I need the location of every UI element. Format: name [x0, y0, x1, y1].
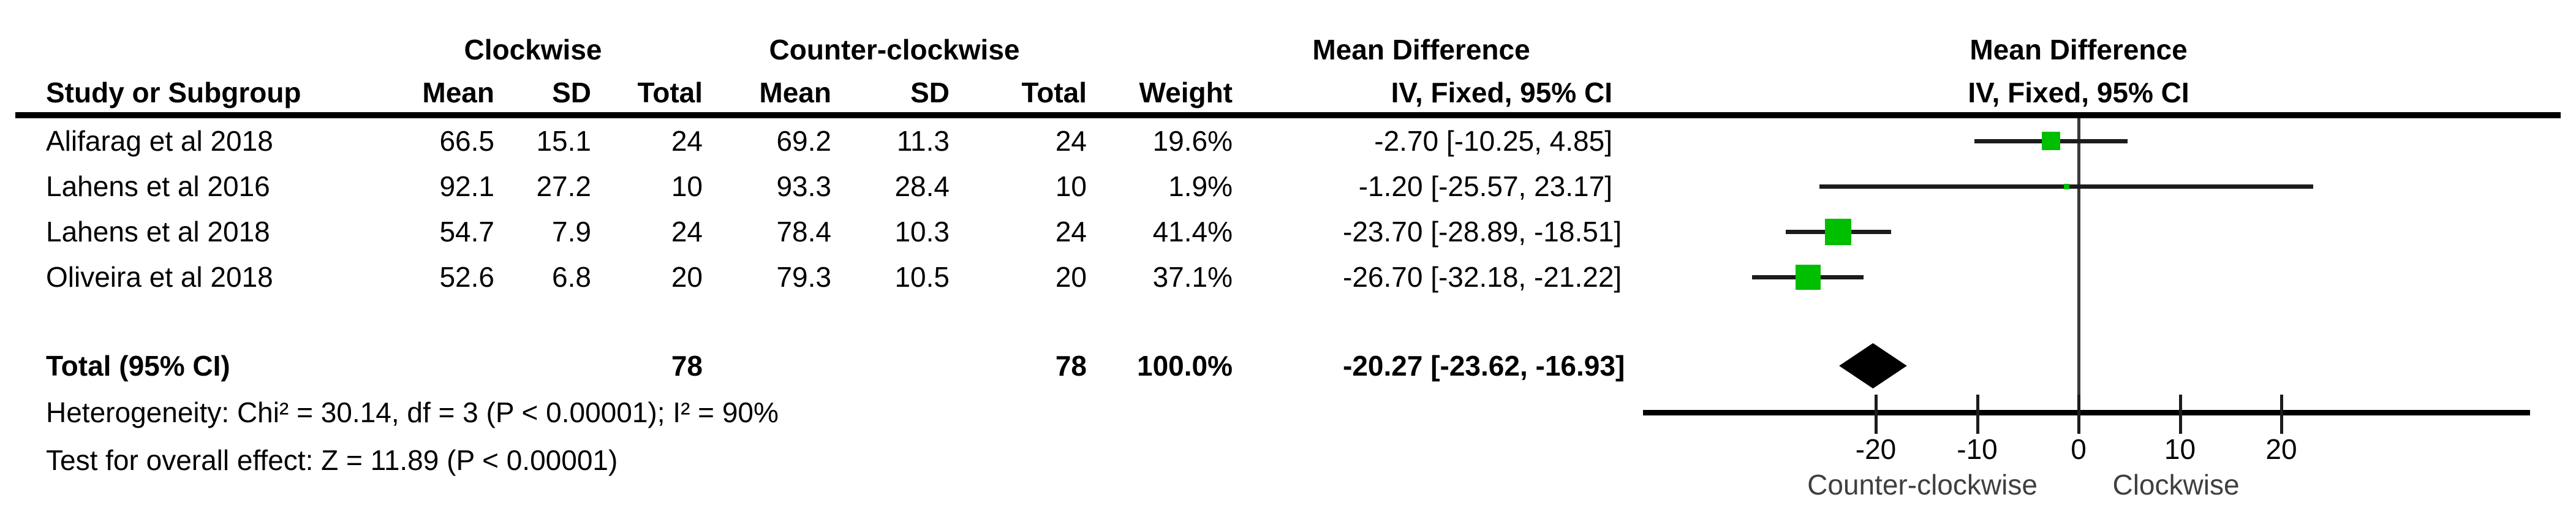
heterogeneity-note: Heterogeneity: Chi² = 30.14, df = 3 (P <…	[46, 396, 779, 428]
column-header-ccw-sd: SD	[910, 77, 950, 108]
column-header-ci-plot: IV, Fixed, 95% CI	[1968, 77, 2189, 108]
cw-sd-cell: 27.2	[536, 170, 591, 202]
column-header-cw-total: Total	[637, 77, 703, 108]
cw-sd-cell: 15.1	[536, 125, 591, 157]
column-header-ccw-mean: Mean	[759, 77, 831, 108]
total-cw-total-cell: 78	[671, 350, 703, 382]
study-label: Alifarag et al 2018	[46, 125, 273, 157]
ccw-total-cell: 24	[1055, 125, 1087, 157]
md-ci-cell: -1.20 [-25.57, 23.17]	[1358, 170, 1612, 202]
effect-square	[1795, 264, 1821, 290]
header-divider-line	[15, 112, 2561, 118]
cw-total-cell: 24	[671, 216, 703, 248]
weight-cell: 1.9%	[1168, 170, 1233, 202]
ccw-total-cell: 20	[1055, 261, 1087, 293]
weight-cell: 37.1%	[1152, 261, 1233, 293]
cw-total-cell: 24	[671, 125, 703, 157]
md-ci-cell: -2.70 [-10.25, 4.85]	[1374, 125, 1612, 157]
x-axis-tick-label: 20	[2265, 433, 2297, 465]
column-header-weight: Weight	[1139, 77, 1233, 108]
group-header-clockwise: Clockwise	[464, 34, 602, 66]
total-weight-cell: 100.0%	[1136, 350, 1233, 382]
ccw-sd-cell: 10.5	[894, 261, 950, 293]
column-header-ci-text: IV, Fixed, 95% CI	[1391, 77, 1612, 108]
weight-cell: 19.6%	[1152, 125, 1233, 157]
cw-mean-cell: 66.5	[439, 125, 494, 157]
cw-mean-cell: 54.7	[439, 216, 494, 248]
ccw-sd-cell: 11.3	[896, 125, 950, 157]
column-header-ccw-total: Total	[1021, 77, 1087, 108]
group-header-counter-clockwise: Counter-clockwise	[769, 34, 1020, 66]
x-axis-tick	[1976, 395, 1979, 434]
x-axis-line	[1643, 410, 2530, 415]
cw-sd-cell: 7.9	[552, 216, 591, 248]
ccw-total-cell: 24	[1055, 216, 1087, 248]
study-label: Lahens et al 2016	[46, 170, 270, 202]
study-label: Oliveira et al 2018	[46, 261, 273, 293]
total-ccw-total-cell: 78	[1055, 350, 1087, 382]
x-axis-tick-label: 0	[2071, 433, 2087, 465]
ccw-mean-cell: 93.3	[776, 170, 831, 202]
cw-mean-cell: 92.1	[439, 170, 494, 202]
effect-square	[2042, 132, 2061, 150]
x-axis-tick	[2178, 395, 2182, 434]
effect-square	[2063, 183, 2069, 189]
total-label: Total (95% CI)	[46, 350, 230, 382]
weight-cell: 41.4%	[1152, 216, 1233, 248]
column-header-mean-difference-plot: Mean Difference	[1970, 34, 2188, 66]
axis-caption-clockwise: Clockwise	[2112, 469, 2240, 501]
x-axis-tick-label: -10	[1957, 433, 1998, 465]
md-ci-cell: -26.70 [-32.18, -21.22]	[1343, 261, 1622, 293]
ccw-mean-cell: 79.3	[776, 261, 831, 293]
ccw-mean-cell: 69.2	[776, 125, 831, 157]
cw-total-cell: 10	[671, 170, 703, 202]
ccw-mean-cell: 78.4	[776, 216, 831, 248]
column-header-study: Study or Subgroup	[46, 77, 301, 108]
column-header-cw-mean: Mean	[422, 77, 494, 108]
overall-effect-note: Test for overall effect: Z = 11.89 (P < …	[46, 444, 618, 476]
x-axis-tick-label: -20	[1855, 433, 1897, 465]
x-axis-tick	[2077, 395, 2080, 434]
ccw-total-cell: 10	[1055, 170, 1087, 202]
md-ci-cell: -23.70 [-28.89, -18.51]	[1343, 216, 1622, 248]
column-header-mean-difference-text: Mean Difference	[1312, 34, 1530, 66]
x-axis-tick	[1875, 395, 1878, 434]
cw-mean-cell: 52.6	[439, 261, 494, 293]
ccw-sd-cell: 28.4	[894, 170, 950, 202]
cw-total-cell: 20	[671, 261, 703, 293]
study-label: Lahens et al 2018	[46, 216, 270, 248]
cw-sd-cell: 6.8	[552, 261, 591, 293]
effect-square	[1825, 218, 1852, 245]
total-md-ci-cell: -20.27 [-23.62, -16.93]	[1343, 350, 1625, 382]
column-header-cw-sd: SD	[552, 77, 591, 108]
ccw-sd-cell: 10.3	[894, 216, 950, 248]
x-axis-tick	[2280, 395, 2283, 434]
zero-line	[2077, 118, 2080, 415]
x-axis-tick-label: 10	[2164, 433, 2196, 465]
axis-caption-counter-clockwise: Counter-clockwise	[1807, 469, 2038, 501]
overall-diamond	[1839, 343, 1907, 388]
